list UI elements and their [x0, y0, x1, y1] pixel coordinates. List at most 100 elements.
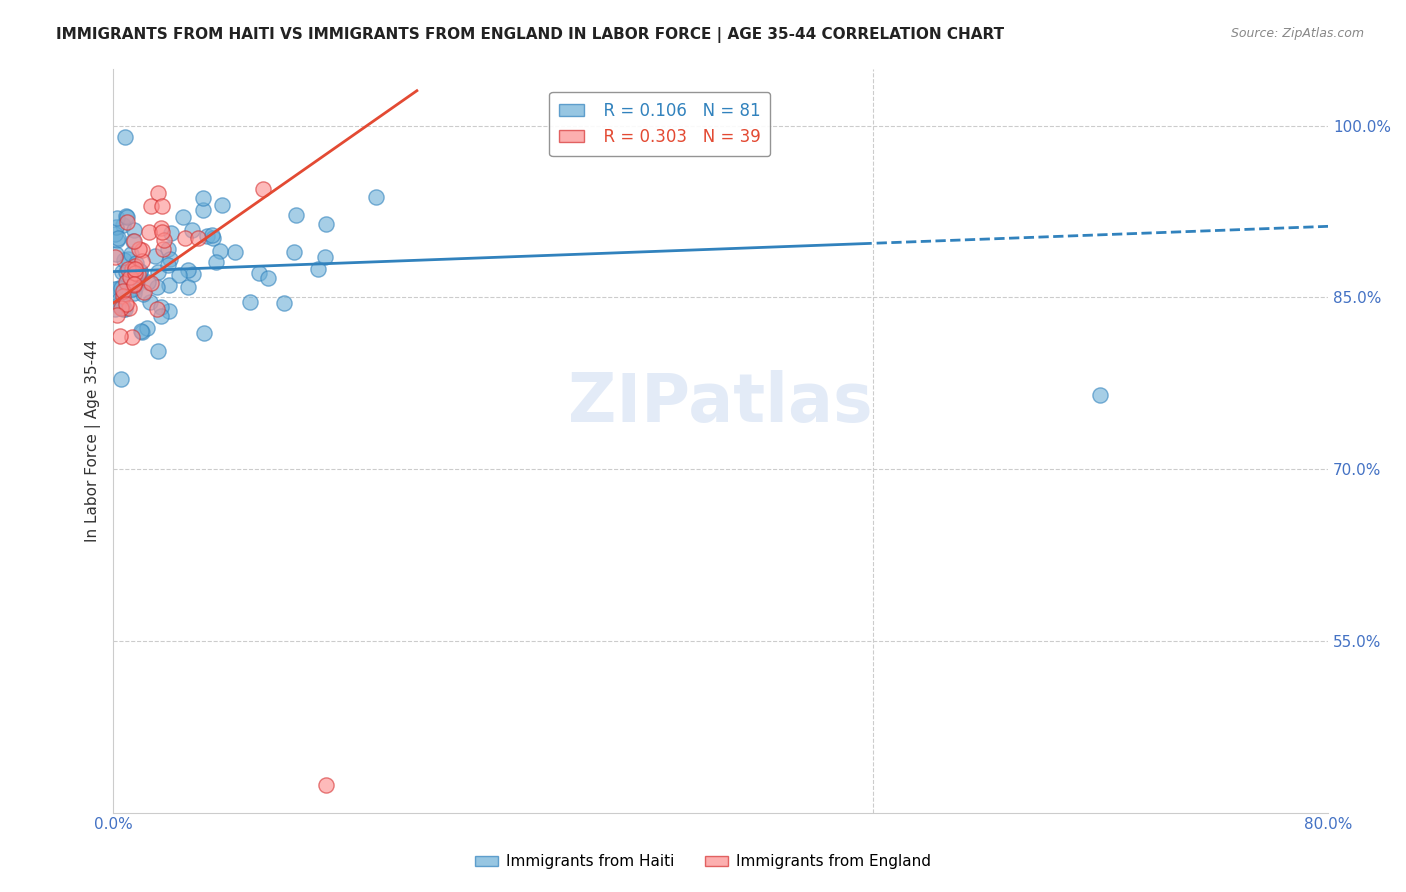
- Immigrants from England: [131, 254, 153, 268]
- Immigrants from England: [124, 262, 146, 277]
- Immigrants from England: [121, 262, 143, 277]
- Immigrants from Haiti: [224, 244, 246, 259]
- Immigrants from Haiti: [117, 252, 139, 266]
- Immigrants from Haiti: [146, 280, 169, 294]
- Immigrants from Haiti: [122, 234, 145, 248]
- Immigrants from England: [120, 269, 142, 284]
- Immigrants from Haiti: [112, 219, 135, 233]
- Immigrants from Haiti: [105, 219, 128, 234]
- Text: IMMIGRANTS FROM HAITI VS IMMIGRANTS FROM ENGLAND IN LABOR FORCE | AGE 35-44 CORR: IMMIGRANTS FROM HAITI VS IMMIGRANTS FROM…: [56, 27, 1004, 43]
- Immigrants from Haiti: [149, 309, 172, 323]
- Immigrants from England: [252, 181, 274, 195]
- Immigrants from England: [150, 199, 173, 213]
- Immigrants from England: [139, 276, 162, 290]
- Immigrants from England: [110, 301, 132, 315]
- Immigrants from Haiti: [131, 325, 153, 339]
- Immigrants from Haiti: [107, 298, 129, 312]
- Immigrants from Haiti: [157, 258, 180, 272]
- Immigrants from Haiti: [104, 227, 127, 242]
- Immigrants from Haiti: [115, 210, 138, 224]
- Immigrants from Haiti: [104, 301, 127, 316]
- Immigrants from Haiti: [121, 282, 143, 296]
- Immigrants from England: [122, 277, 145, 292]
- Immigrants from Haiti: [239, 295, 262, 310]
- Immigrants from Haiti: [105, 211, 128, 226]
- Immigrants from England: [187, 231, 209, 245]
- Immigrants from Haiti: [129, 324, 152, 338]
- Immigrants from Haiti: [247, 266, 270, 280]
- Immigrants from England: [117, 215, 139, 229]
- Immigrants from Haiti: [200, 227, 222, 242]
- Text: Source: ZipAtlas.com: Source: ZipAtlas.com: [1230, 27, 1364, 40]
- Immigrants from England: [105, 308, 128, 322]
- Immigrants from England: [141, 199, 163, 213]
- Immigrants from Haiti: [315, 217, 337, 231]
- Immigrants from England: [150, 225, 173, 239]
- Immigrants from Haiti: [110, 280, 132, 294]
- Immigrants from Haiti: [176, 280, 198, 294]
- Immigrants from England: [132, 285, 155, 299]
- Immigrants from Haiti: [115, 265, 138, 279]
- Immigrants from Haiti: [111, 297, 134, 311]
- Immigrants from Haiti: [104, 282, 127, 296]
- Immigrants from Haiti: [157, 278, 180, 293]
- Immigrants from England: [131, 243, 153, 257]
- Immigrants from Haiti: [120, 247, 142, 261]
- Immigrants from Haiti: [114, 253, 136, 268]
- Immigrants from Haiti: [114, 302, 136, 317]
- Immigrants from Haiti: [105, 233, 128, 247]
- Immigrants from Haiti: [107, 293, 129, 307]
- Immigrants from Haiti: [146, 343, 169, 358]
- Immigrants from Haiti: [172, 210, 194, 224]
- Immigrants from Haiti: [139, 295, 162, 310]
- Immigrants from Haiti: [124, 281, 146, 295]
- Immigrants from England: [121, 330, 143, 344]
- Immigrants from Haiti: [107, 231, 129, 245]
- Text: ZIPatlas: ZIPatlas: [568, 370, 873, 436]
- Immigrants from England: [111, 288, 134, 302]
- Immigrants from Haiti: [285, 208, 308, 222]
- Immigrants from England: [127, 268, 149, 282]
- Immigrants from Haiti: [129, 264, 152, 278]
- Immigrants from Haiti: [114, 130, 136, 145]
- Y-axis label: In Labor Force | Age 35-44: In Labor Force | Age 35-44: [86, 339, 101, 541]
- Immigrants from England: [152, 242, 174, 256]
- Legend: Immigrants from Haiti, Immigrants from England: Immigrants from Haiti, Immigrants from E…: [470, 848, 936, 875]
- Immigrants from Haiti: [177, 263, 200, 277]
- Immigrants from Haiti: [132, 287, 155, 301]
- Immigrants from Haiti: [181, 223, 204, 237]
- Immigrants from England: [122, 277, 145, 292]
- Immigrants from Haiti: [257, 271, 280, 285]
- Immigrants from Haiti: [114, 209, 136, 223]
- Immigrants from Haiti: [202, 231, 225, 245]
- Immigrants from Haiti: [138, 276, 160, 290]
- Immigrants from Haiti: [195, 229, 218, 244]
- Immigrants from Haiti: [156, 242, 179, 256]
- Immigrants from Haiti: [110, 372, 132, 386]
- Immigrants from England: [110, 329, 132, 343]
- Immigrants from Haiti: [159, 226, 181, 240]
- Immigrants from England: [146, 301, 169, 316]
- Immigrants from England: [128, 242, 150, 256]
- Immigrants from Haiti: [191, 202, 214, 217]
- Immigrants from Haiti: [112, 301, 135, 316]
- Immigrants from Haiti: [273, 295, 295, 310]
- Immigrants from Haiti: [104, 247, 127, 261]
- Immigrants from England: [104, 251, 127, 265]
- Immigrants from Haiti: [129, 265, 152, 279]
- Immigrants from England: [111, 285, 134, 299]
- Immigrants from Haiti: [124, 275, 146, 289]
- Immigrants from Haiti: [366, 189, 388, 203]
- Immigrants from Haiti: [122, 286, 145, 301]
- Immigrants from Haiti: [136, 320, 159, 334]
- Immigrants from England: [315, 778, 337, 792]
- Immigrants from England: [148, 186, 170, 200]
- Immigrants from Haiti: [125, 275, 148, 289]
- Immigrants from England: [138, 225, 160, 239]
- Immigrants from Haiti: [150, 301, 173, 315]
- Immigrants from Haiti: [143, 249, 166, 263]
- Immigrants from England: [124, 260, 146, 274]
- Immigrants from Haiti: [1090, 388, 1112, 402]
- Immigrants from England: [115, 276, 138, 290]
- Immigrants from Haiti: [307, 262, 329, 277]
